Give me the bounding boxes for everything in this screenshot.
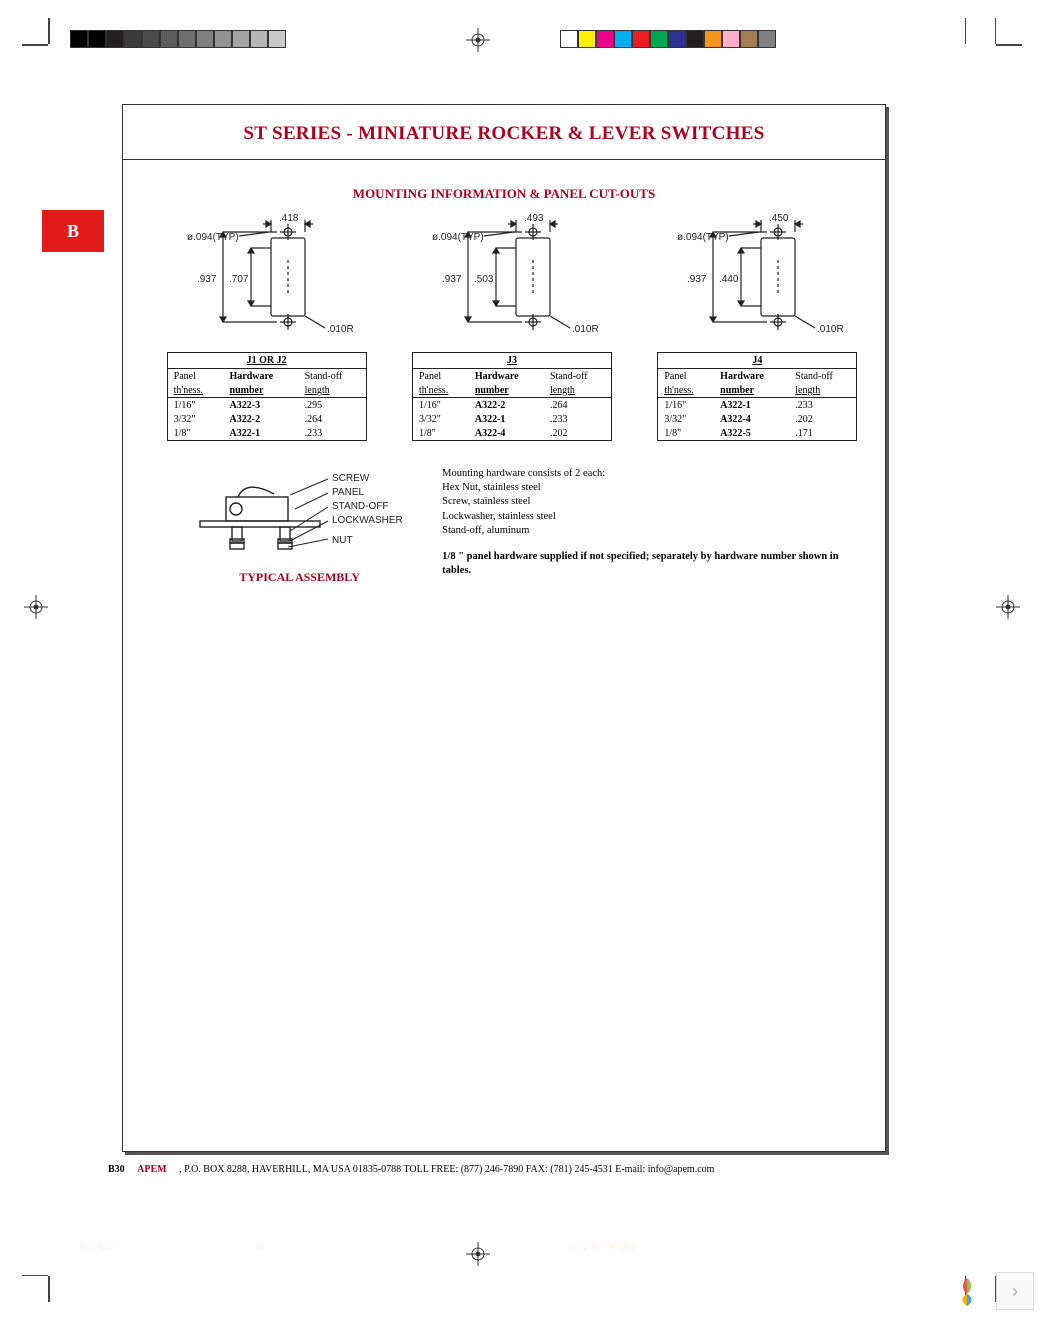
color-swatch <box>614 30 632 48</box>
color-swatch <box>214 30 232 48</box>
svg-text:LOCKWASHER: LOCKWASHER <box>332 515 403 526</box>
svg-text:.937: .937 <box>687 274 707 285</box>
assembly-notes: Mounting hardware consists of 2 each: He… <box>442 467 865 585</box>
color-swatch <box>142 30 160 48</box>
svg-text:.418: .418 <box>279 213 299 224</box>
svg-text:ø.094(TYP): ø.094(TYP) <box>432 232 484 243</box>
table-caption: J3 <box>412 353 611 369</box>
cutout-column: .493 .937 .503 ø.094(TYP) .010R J3 Panel… <box>402 212 621 441</box>
svg-text:.707: .707 <box>229 274 249 285</box>
table-row: 1/16"A322-2.264 <box>412 398 611 413</box>
section-tab: B <box>42 210 104 252</box>
brand-name: APEM <box>137 1164 166 1175</box>
notes-bold: 1/8 " panel hardware supplied if not spe… <box>442 550 865 578</box>
crop-mark <box>48 18 50 44</box>
color-swatch-bar <box>70 30 286 48</box>
cutout-grid: .418 .937 .707 ø.094(TYP) .010R J1 OR J2… <box>123 212 885 441</box>
color-swatch <box>686 30 704 48</box>
assembly-caption: TYPICAL ASSEMBLY <box>181 570 418 585</box>
color-swatch <box>160 30 178 48</box>
registration-mark-icon <box>466 28 490 52</box>
color-swatch <box>124 30 142 48</box>
assembly-row: SCREW PANEL STAND-OFF LOCKWASHER NUT TYPICAL… <box>123 441 885 585</box>
svg-text:PANEL: PANEL <box>332 487 364 498</box>
svg-text:.010R: .010R <box>572 324 599 335</box>
hardware-table: J4 PanelHardwareStand-off th'ness.number… <box>657 352 857 441</box>
color-swatch <box>560 30 578 48</box>
color-swatch <box>268 30 286 48</box>
table-row: 1/8"A322-1.233 <box>167 426 366 441</box>
color-swatch <box>250 30 268 48</box>
table-row: 1/8"A322-5.171 <box>658 426 857 441</box>
logo-icon[interactable] <box>948 1272 986 1310</box>
table-row: 3/32"A322-1.233 <box>412 412 611 426</box>
table-row: 3/32"A322-4.202 <box>658 412 857 426</box>
svg-text:ø.094(TYP): ø.094(TYP) <box>677 232 729 243</box>
svg-text:.010R: .010R <box>327 324 354 335</box>
document-header: ST SERIES - MINIATURE ROCKER & LEVER SWI… <box>123 105 885 160</box>
table-row: 1/8"A322-4.202 <box>412 426 611 441</box>
crop-mark <box>22 1275 48 1277</box>
crop-mark <box>996 44 1022 46</box>
color-swatch <box>632 30 650 48</box>
table-row: 1/16"A322-3.295 <box>167 398 366 413</box>
color-swatch <box>722 30 740 48</box>
svg-text:.493: .493 <box>524 213 544 224</box>
page-title: ST SERIES - MINIATURE ROCKER & LEVER SWI… <box>133 123 875 145</box>
notes-intro: Mounting hardware consists of 2 each: <box>442 467 865 481</box>
color-swatch <box>758 30 776 48</box>
page-surface: B ST SERIES - MINIATURE ROCKER & LEVER S… <box>0 0 1044 1320</box>
cutout-column: .418 .937 .707 ø.094(TYP) .010R J1 OR J2… <box>157 212 376 441</box>
color-swatch <box>578 30 596 48</box>
svg-text:.937: .937 <box>442 274 462 285</box>
next-page-button[interactable]: › <box>996 1272 1034 1310</box>
table-caption: J1 OR J2 <box>167 353 366 369</box>
page-footer: B30 APEM , P.O. BOX 8288, HAVERHILL, MA … <box>108 1164 924 1175</box>
svg-text:NUT: NUT <box>332 535 353 546</box>
registration-mark-icon <box>996 595 1020 619</box>
svg-text:.010R: .010R <box>817 324 844 335</box>
svg-text:STAND-OFF: STAND-OFF <box>332 501 388 512</box>
crop-mark <box>22 44 48 46</box>
note-item: Hex Nut, stainless steel <box>442 481 865 495</box>
color-swatch <box>704 30 722 48</box>
color-swatch <box>70 30 88 48</box>
note-item: Stand-off, aluminum <box>442 524 865 538</box>
table-row: 3/32"A322-2.264 <box>167 412 366 426</box>
color-swatch <box>196 30 214 48</box>
crop-mark <box>965 18 967 44</box>
crop-mark <box>48 1276 50 1302</box>
note-item: Lockwasher, stainless steel <box>442 510 865 524</box>
svg-text:SCREW: SCREW <box>332 473 370 484</box>
slug-line: B26-B46 36 10/11/06, 7:07 PM <box>0 1242 1044 1252</box>
footer-contact: , P.O. BOX 8288, HAVERHILL, MA USA 01835… <box>179 1164 714 1175</box>
color-swatch <box>596 30 614 48</box>
color-swatch <box>740 30 758 48</box>
color-swatch <box>88 30 106 48</box>
document-frame: ST SERIES - MINIATURE ROCKER & LEVER SWI… <box>122 104 886 1152</box>
color-swatch-bar <box>560 30 776 48</box>
svg-text:.440: .440 <box>719 274 739 285</box>
svg-text:ø.094(TYP): ø.094(TYP) <box>187 232 239 243</box>
assembly-drawing: SCREW PANEL STAND-OFF LOCKWASHER NUT <box>190 467 410 559</box>
page-number: B30 <box>108 1164 125 1175</box>
table-caption: J4 <box>658 353 857 369</box>
registration-mark-icon <box>24 595 48 619</box>
color-swatch <box>650 30 668 48</box>
color-swatch <box>106 30 124 48</box>
color-swatch <box>178 30 196 48</box>
color-swatch <box>668 30 686 48</box>
color-swatch <box>232 30 250 48</box>
table-row: 1/16"A322-1.233 <box>658 398 857 413</box>
svg-text:.937: .937 <box>197 274 217 285</box>
hardware-table: J3 PanelHardwareStand-off th'ness.number… <box>412 352 612 441</box>
svg-text:.450: .450 <box>769 213 789 224</box>
section-title: MOUNTING INFORMATION & PANEL CUT-OUTS <box>123 160 885 212</box>
hardware-table: J1 OR J2 PanelHardwareStand-off th'ness.… <box>167 352 367 441</box>
cutout-column: .450 .937 .440 ø.094(TYP) .010R J4 Panel… <box>648 212 867 441</box>
note-item: Screw, stainless steel <box>442 495 865 509</box>
crop-mark <box>995 18 997 44</box>
svg-text:.503: .503 <box>474 274 494 285</box>
